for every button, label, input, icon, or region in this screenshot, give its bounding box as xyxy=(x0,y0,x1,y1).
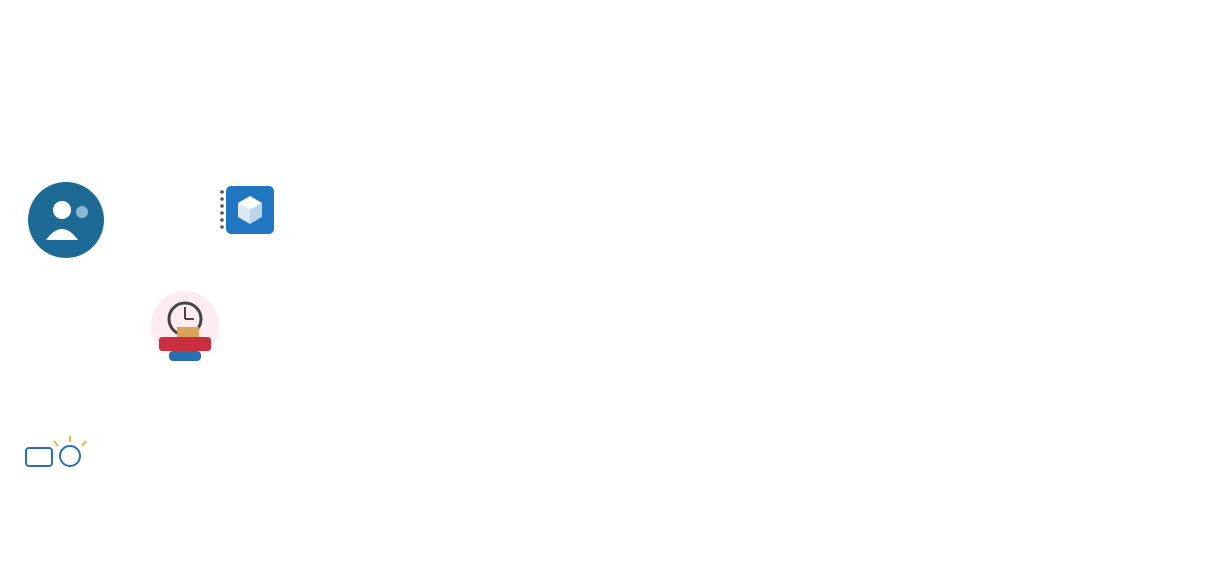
users-icon xyxy=(28,182,104,258)
